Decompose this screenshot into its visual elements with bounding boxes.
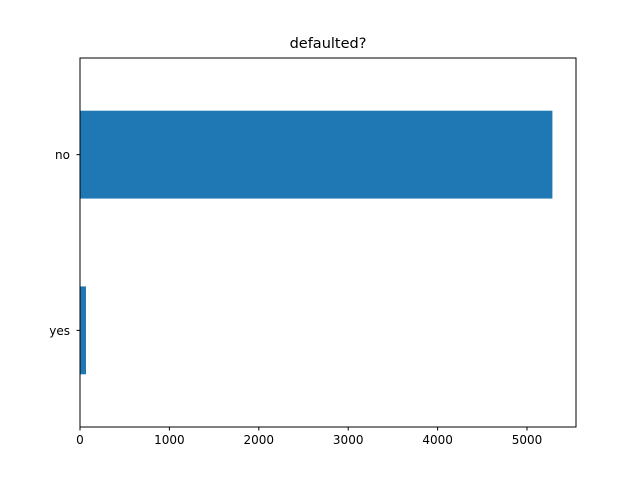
plot-frame	[79, 57, 577, 428]
x-axis: 0 1000 2000 3000 4000 5000	[76, 427, 542, 447]
y-tick-label-yes: yes	[49, 324, 70, 338]
x-tick-label-1000: 1000	[154, 433, 185, 447]
x-tick-label-0: 0	[76, 433, 84, 447]
bar-yes	[80, 286, 86, 375]
bar-no	[80, 110, 553, 199]
x-tick-label-5000: 5000	[512, 433, 543, 447]
x-tick-label-4000: 4000	[422, 433, 453, 447]
bars-layer	[80, 110, 553, 375]
y-tick-label-no: no	[55, 148, 70, 162]
y-axis: no yes	[49, 148, 80, 338]
x-tick-label-2000: 2000	[244, 433, 275, 447]
x-tick-label-3000: 3000	[333, 433, 364, 447]
chart-title: defaulted?	[290, 36, 367, 52]
